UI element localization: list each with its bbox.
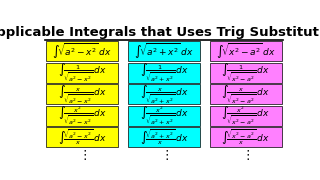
FancyBboxPatch shape [210,127,282,147]
FancyBboxPatch shape [46,106,118,126]
FancyBboxPatch shape [128,63,200,83]
Text: $\int\!\frac{x}{\sqrt{a^2+x^2}}\,dx$: $\int\!\frac{x}{\sqrt{a^2+x^2}}\,dx$ [140,83,188,105]
Text: $\vdots$: $\vdots$ [78,148,87,162]
FancyBboxPatch shape [46,41,118,61]
Text: $\int\!\sqrt{x^2-a^2}\,dx$: $\int\!\sqrt{x^2-a^2}\,dx$ [216,41,276,61]
Text: Applicable Integrals that Uses Trig Substitution: Applicable Integrals that Uses Trig Subs… [0,26,320,39]
FancyBboxPatch shape [210,41,282,61]
FancyBboxPatch shape [46,127,118,147]
FancyBboxPatch shape [210,63,282,83]
Text: $\int\!\frac{\sqrt{a^2+x^2}}{x}\,dx$: $\int\!\frac{\sqrt{a^2+x^2}}{x}\,dx$ [140,127,188,147]
Text: $\int\!\frac{x^2}{\sqrt{x^2-a^2}}\,dx$: $\int\!\frac{x^2}{\sqrt{x^2-a^2}}\,dx$ [221,104,270,127]
FancyBboxPatch shape [128,41,200,61]
FancyBboxPatch shape [46,84,118,104]
Text: $\int\!\frac{\sqrt{x^2-a^2}}{x}\,dx$: $\int\!\frac{\sqrt{x^2-a^2}}{x}\,dx$ [221,127,270,147]
Text: $\int\!\frac{x}{\sqrt{x^2-a^2}}\,dx$: $\int\!\frac{x}{\sqrt{x^2-a^2}}\,dx$ [221,83,270,105]
Text: $\int\!\frac{x}{\sqrt{a^2-x^2}}\,dx$: $\int\!\frac{x}{\sqrt{a^2-x^2}}\,dx$ [58,83,107,105]
Text: $\int\!\frac{x^2}{\sqrt{a^2+x^2}}\,dx$: $\int\!\frac{x^2}{\sqrt{a^2+x^2}}\,dx$ [140,104,188,127]
FancyBboxPatch shape [46,63,118,83]
FancyBboxPatch shape [210,106,282,126]
Text: $\int\!\frac{1}{\sqrt{x^2-a^2}}\,dx$: $\int\!\frac{1}{\sqrt{x^2-a^2}}\,dx$ [221,61,270,84]
FancyBboxPatch shape [128,106,200,126]
Text: $\int\!\sqrt{a^2+x^2}\,dx$: $\int\!\sqrt{a^2+x^2}\,dx$ [134,41,194,61]
Text: $\int\!\frac{1}{\sqrt{a^2+x^2}}\,dx$: $\int\!\frac{1}{\sqrt{a^2+x^2}}\,dx$ [140,61,188,84]
Text: $\int\!\frac{1}{\sqrt{a^2-x^2}}\,dx$: $\int\!\frac{1}{\sqrt{a^2-x^2}}\,dx$ [58,61,107,84]
FancyBboxPatch shape [128,84,200,104]
FancyBboxPatch shape [128,127,200,147]
Text: $\int\!\frac{\sqrt{a^2-x^2}}{x}\,dx$: $\int\!\frac{\sqrt{a^2-x^2}}{x}\,dx$ [58,127,107,147]
Text: $\vdots$: $\vdots$ [160,148,168,162]
Text: $\int\!\sqrt{a^2-x^2}\,dx$: $\int\!\sqrt{a^2-x^2}\,dx$ [52,41,112,61]
FancyBboxPatch shape [210,84,282,104]
Text: $\vdots$: $\vdots$ [241,148,250,162]
Text: $\int\!\frac{x^2}{\sqrt{a^2-x^2}}\,dx$: $\int\!\frac{x^2}{\sqrt{a^2-x^2}}\,dx$ [58,104,107,127]
